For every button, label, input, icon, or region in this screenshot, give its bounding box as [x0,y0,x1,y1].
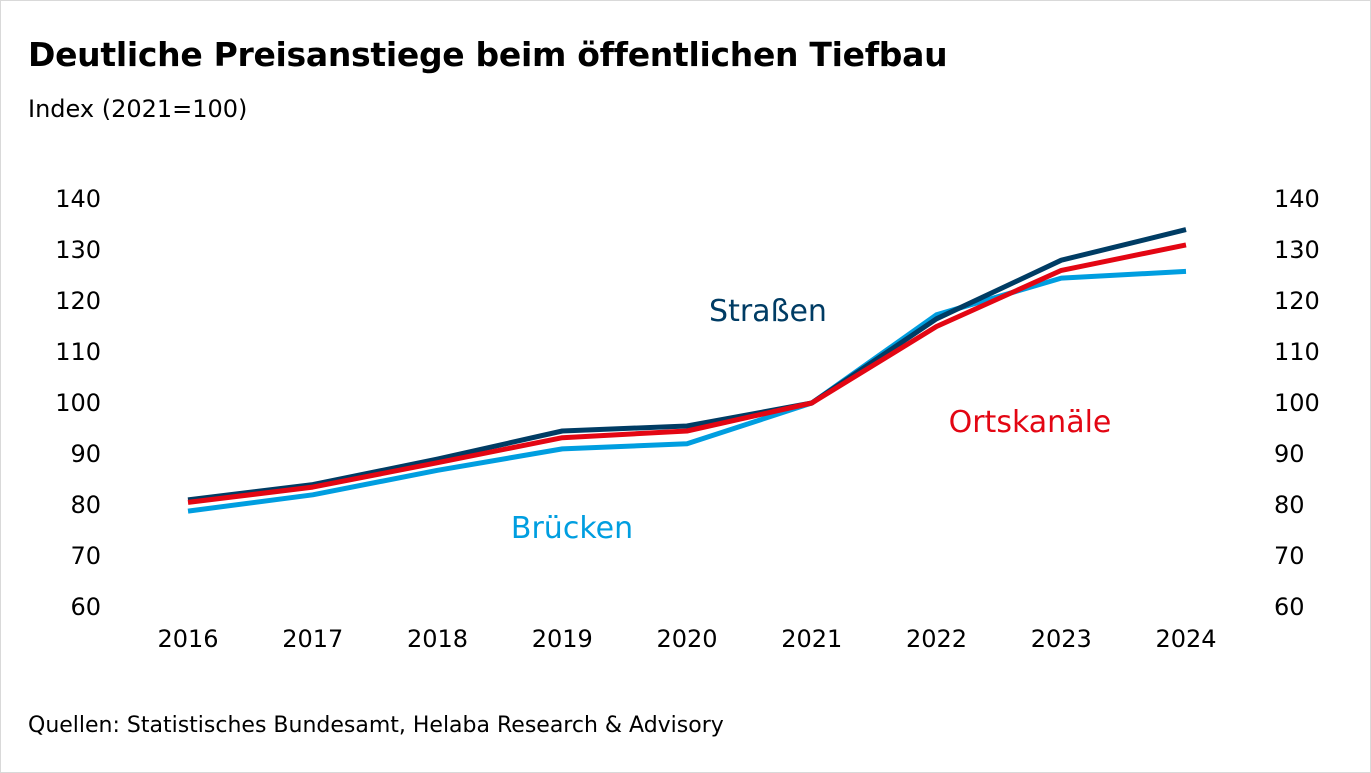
x-tick-2023: 2023 [1031,625,1092,653]
x-axis: 2016 2017 2018 2019 2020 2021 2022 2023 2024 [157,625,1216,653]
series-lines [187,227,1187,514]
x-tick-2020: 2020 [656,625,717,653]
y-tick-right-100: 100 [1274,389,1320,417]
y-tick-left-70: 70 [70,542,101,570]
series-labels: Straßen Ortskanäle Brücken [511,294,1111,546]
series-label-Straßen: Straßen [709,294,827,329]
chart-source: Quellen: Statistisches Bundesamt, Helaba… [28,713,724,738]
x-tick-2022: 2022 [906,625,967,653]
x-tick-2021: 2021 [781,625,842,653]
x-tick-2024: 2024 [1155,625,1216,653]
x-tick-2017: 2017 [282,625,343,653]
y-tick-right-140: 140 [1274,185,1320,213]
y-tick-left-80: 80 [70,491,101,519]
y-tick-left-100: 100 [55,389,101,417]
y-tick-right-80: 80 [1274,491,1305,519]
y-tick-right-120: 120 [1274,287,1320,315]
y-tick-left-90: 90 [70,440,101,468]
y-tick-left-60: 60 [70,593,101,621]
y-tick-left-140: 140 [55,185,101,213]
series-label-Brücken: Brücken [511,511,633,546]
y-tick-left-110: 110 [55,338,101,366]
x-tick-2018: 2018 [407,625,468,653]
chart-title: Deutliche Preisanstiege beim öffentliche… [28,35,948,74]
y-axis-left: 60 70 80 90 100 110 120 130 140 [55,185,101,621]
x-tick-2016: 2016 [157,625,218,653]
y-tick-left-130: 130 [55,236,101,264]
chart-subtitle: Index (2021=100) [28,95,248,123]
series-line-Brücken [187,268,1187,514]
series-line-Straßen [187,227,1187,503]
x-tick-2019: 2019 [532,625,593,653]
y-axis-right: 60 70 80 90 100 110 120 130 140 [1274,185,1320,621]
y-tick-right-60: 60 [1274,593,1305,621]
series-label-Ortskanäle: Ortskanäle [949,405,1112,440]
y-tick-right-90: 90 [1274,440,1305,468]
y-tick-left-120: 120 [55,287,101,315]
series-line-Ortskanäle [187,242,1187,505]
y-tick-right-130: 130 [1274,236,1320,264]
y-tick-right-110: 110 [1274,338,1320,366]
y-tick-right-70: 70 [1274,542,1305,570]
